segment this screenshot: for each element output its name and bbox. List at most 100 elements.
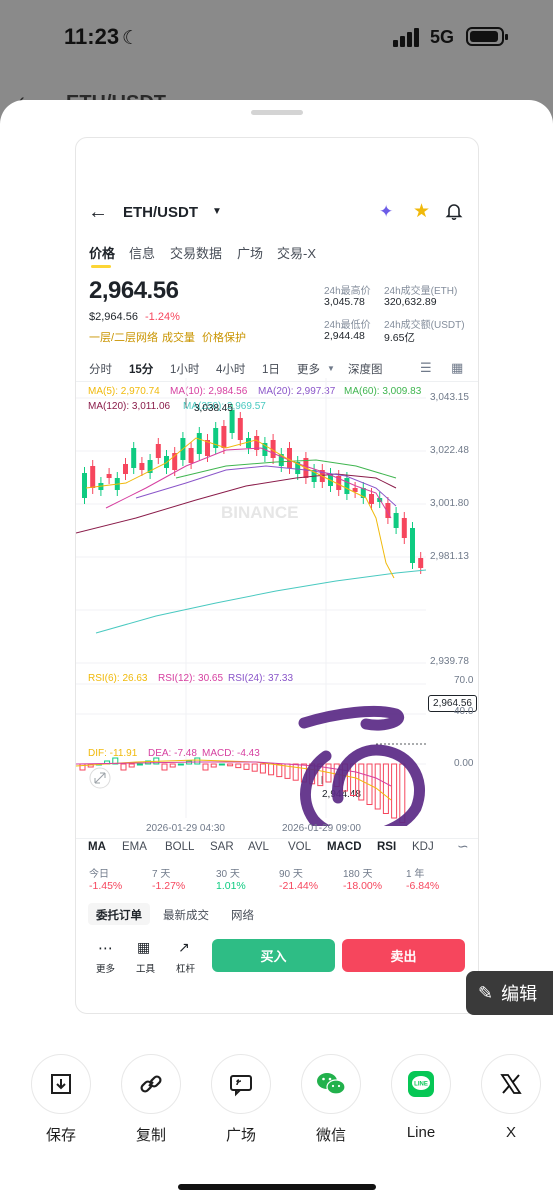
status-bar: 11:23 ☾ 5G <box>0 0 553 80</box>
share-line[interactable]: LINE Line <box>391 1054 451 1141</box>
tab-open-orders[interactable]: 委托订单 <box>96 910 142 922</box>
tab-square[interactable]: 广场 <box>237 246 264 261</box>
share-square[interactable]: 广场 <box>211 1054 271 1145</box>
tab-latest-trades[interactable]: 最新成交 <box>163 910 209 922</box>
action-more-label[interactable]: 更多 <box>96 964 116 975</box>
ma60-legend: MA(60): 3,009.83 <box>344 386 422 397</box>
candle-body <box>221 426 227 448</box>
more-dropdown-icon[interactable]: ▼ <box>327 364 335 373</box>
tab-network[interactable]: 网络 <box>231 910 254 922</box>
save-icon[interactable] <box>31 1054 91 1114</box>
tab-trade-x[interactable]: 交易-X <box>277 246 317 261</box>
current-price-tag: 2,964.56 <box>428 695 477 712</box>
macd-bar <box>128 763 135 768</box>
buy-button[interactable]: 买入 <box>212 939 335 972</box>
macd-bar <box>292 763 299 781</box>
stat-label-volume: 24h成交量(ETH) <box>384 286 458 297</box>
stat-value-turnover: 9.65亿 <box>384 332 415 344</box>
candle-body <box>229 410 235 433</box>
macd-bar <box>366 763 373 805</box>
leverage-icon[interactable]: ↗ <box>178 939 190 955</box>
indicator-settings-icon[interactable]: ∽ <box>457 838 469 854</box>
annotation-scribbles <box>298 705 425 826</box>
stat-label-turnover: 24h成交额(USDT) <box>384 320 465 331</box>
ind-sar[interactable]: SAR <box>210 841 234 853</box>
candle-body <box>287 448 292 468</box>
candle-body <box>336 476 342 490</box>
bell-icon[interactable] <box>445 202 463 220</box>
candle-body <box>278 454 284 466</box>
macd-bar <box>251 763 258 772</box>
macd-bar <box>399 763 406 823</box>
tf-more[interactable]: 更多 <box>297 364 320 376</box>
stat-value-low: 2,944.48 <box>324 330 365 342</box>
square-label: 广场 <box>225 1127 256 1144</box>
pair-title[interactable]: ETH/USDT <box>123 204 198 221</box>
copy-label: 复制 <box>135 1127 166 1144</box>
macd-bar <box>218 763 225 766</box>
x-logo-icon[interactable] <box>481 1054 541 1114</box>
tf-timeline[interactable]: 分时 <box>89 364 112 376</box>
tf-4h[interactable]: 4小时 <box>216 364 246 376</box>
candle-body <box>139 463 145 470</box>
share-save[interactable]: 保存 <box>31 1054 91 1145</box>
share-wechat[interactable]: 微信 <box>301 1054 361 1145</box>
edit-button[interactable]: ✎ 编辑 <box>466 971 553 1015</box>
sheet-grabber[interactable] <box>251 110 303 115</box>
wechat-icon[interactable] <box>301 1054 361 1114</box>
share-copy[interactable]: 复制 <box>121 1054 181 1145</box>
tf-1d[interactable]: 1日 <box>262 364 280 376</box>
candle-body <box>270 440 276 458</box>
line-icon[interactable]: LINE <box>391 1054 451 1114</box>
tag-volume[interactable]: 成交量 <box>162 332 195 344</box>
price-axis-label: 3,043.15 <box>430 392 469 403</box>
tab-trading-data[interactable]: 交易数据 <box>170 246 223 261</box>
action-leverage-label[interactable]: 杠杆 <box>176 964 196 975</box>
link-icon[interactable] <box>121 1054 181 1114</box>
wechat-label: 微信 <box>315 1127 346 1144</box>
candle-body <box>369 494 374 504</box>
action-tools-label[interactable]: 工具 <box>136 964 156 975</box>
back-arrow-icon[interactable]: ← <box>88 201 108 223</box>
tab-price[interactable]: 价格 <box>89 246 116 261</box>
time-axis-label: 2026-01-29 04:30 <box>146 823 225 834</box>
edit-icon: ✎ <box>478 982 494 1003</box>
share-x[interactable]: X <box>481 1054 541 1141</box>
candle-body <box>401 518 407 538</box>
binance-watermark: BINANCE <box>221 503 298 522</box>
rsi-axis-label: 70.0 <box>454 675 474 686</box>
favorite-star-icon[interactable]: ★ <box>413 201 431 222</box>
tab-info[interactable]: 信息 <box>129 246 156 261</box>
sell-button[interactable]: 卖出 <box>342 939 465 972</box>
ind-ma[interactable]: MA <box>88 841 106 853</box>
tag-price-protection[interactable]: 价格保护 <box>202 332 246 344</box>
perf-value: 1.01% <box>216 880 246 892</box>
chart-settings-icon[interactable]: ☰ <box>420 360 432 375</box>
candle-body <box>410 528 415 563</box>
candle-body <box>385 503 391 518</box>
ind-ema[interactable]: EMA <box>122 841 147 853</box>
candle-body <box>254 436 260 450</box>
candle-body <box>360 488 366 498</box>
layout-grid-icon[interactable]: ▦ <box>451 360 464 375</box>
square-icon[interactable] <box>211 1054 271 1114</box>
ind-vol[interactable]: VOL <box>288 841 312 853</box>
tf-1h[interactable]: 1小时 <box>170 364 200 376</box>
tf-depth[interactable]: 深度图 <box>348 364 383 376</box>
ind-macd[interactable]: MACD <box>327 841 362 853</box>
ind-rsi[interactable]: RSI <box>377 841 397 853</box>
ma5-legend: MA(5): 2,970.74 <box>88 386 160 397</box>
tools-icon[interactable]: ▦ <box>137 939 151 955</box>
ind-avl[interactable]: AVL <box>248 841 269 853</box>
pair-dropdown-icon[interactable]: ▼ <box>212 206 222 217</box>
tf-15m[interactable]: 15分 <box>129 364 154 376</box>
tag-l1-l2-network[interactable]: 一层/二层网络 <box>89 332 159 344</box>
more-icon[interactable]: ⋯ <box>98 940 113 957</box>
stat-value-high: 3,045.78 <box>324 296 365 308</box>
price-chart-canvas[interactable]: BINANCE 3,038.45 2,944.48 <box>76 378 479 826</box>
ind-kdj[interactable]: KDJ <box>412 841 434 853</box>
ai-sparkle-icon[interactable]: ✦ <box>379 202 394 221</box>
ind-boll[interactable]: BOLL <box>165 841 195 853</box>
ma10-legend: MA(10): 2,984.56 <box>170 386 248 397</box>
high-marker-label: 3,038.45 <box>194 403 233 414</box>
